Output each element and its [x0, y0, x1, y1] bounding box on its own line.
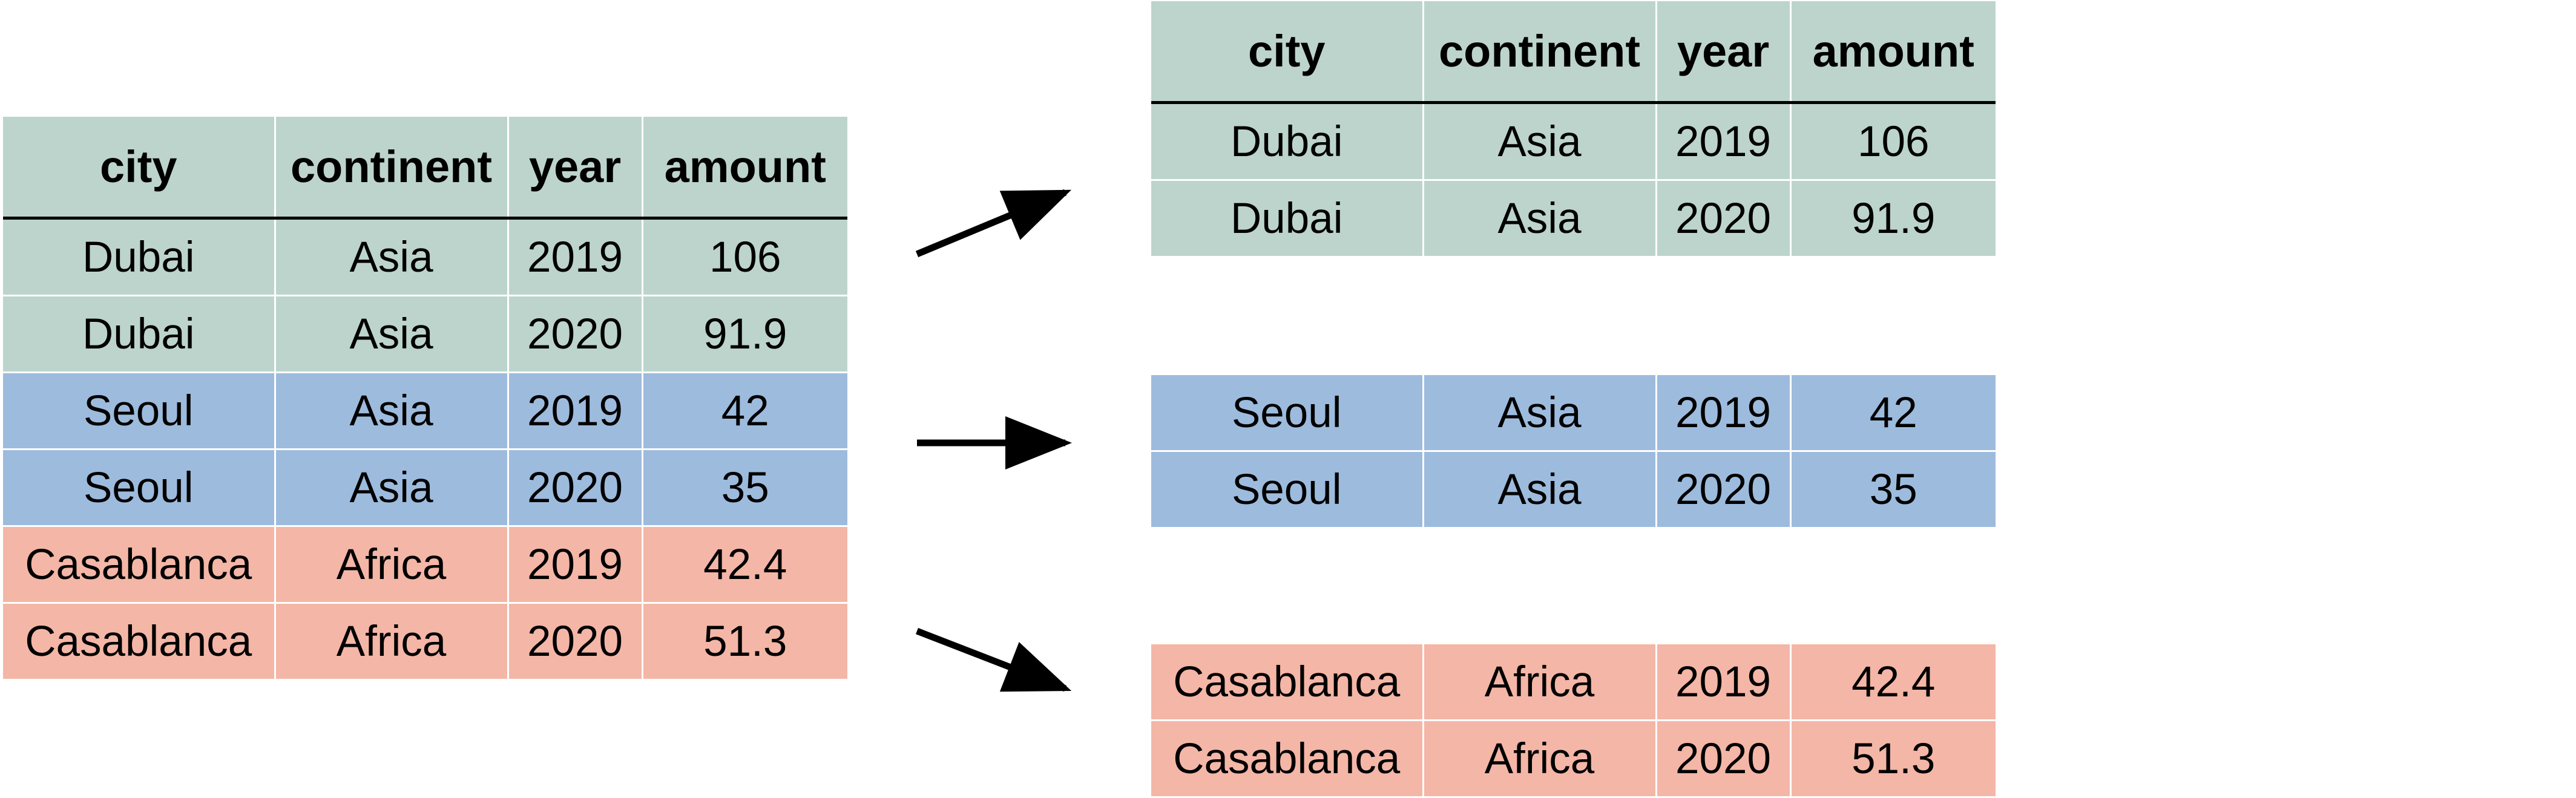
cell-year: 2019 [508, 526, 643, 604]
header-continent: continent [275, 117, 509, 220]
arrow-to-group-3 [916, 627, 1072, 692]
cell-city: Casablanca [1151, 720, 1424, 798]
table-row: Seoul Asia 2019 42 [1151, 375, 1996, 452]
cell-city: Casablanca [1151, 644, 1424, 721]
cell-year: 2020 [508, 603, 643, 681]
cell-year: 2019 [1656, 102, 1792, 181]
header-year: year [508, 117, 643, 220]
cell-continent: Asia [275, 372, 509, 450]
source-table: city continent year amount Dubai Asia 20… [3, 117, 847, 681]
cell-amount: 51.3 [642, 603, 847, 681]
cell-year: 2019 [1656, 375, 1792, 452]
cell-amount: 42.4 [1790, 644, 1996, 721]
cell-city: Dubai [3, 218, 276, 296]
cell-city: Seoul [1151, 451, 1424, 529]
header-year: year [1656, 1, 1792, 104]
table-row: Casablanca Africa 2020 51.3 [1151, 720, 1996, 798]
group-header-row: city continent year amount [1151, 1, 1996, 104]
cell-city: Dubai [1151, 180, 1424, 258]
source-header-row: city continent year amount [3, 117, 847, 220]
cell-year: 2020 [1656, 451, 1792, 529]
cell-city: Dubai [3, 295, 276, 373]
cell-city: Casablanca [3, 526, 276, 604]
table-row: Seoul Asia 2020 35 [3, 449, 847, 527]
cell-continent: Africa [1423, 720, 1657, 798]
table-row: Seoul Asia 2019 42 [3, 372, 847, 450]
cell-amount: 91.9 [1790, 180, 1996, 258]
cell-continent: Africa [275, 603, 509, 681]
cell-continent: Asia [1423, 180, 1657, 258]
cell-continent: Asia [275, 295, 509, 373]
cell-city: Seoul [3, 449, 276, 527]
cell-year: 2020 [1656, 720, 1792, 798]
cell-amount: 35 [1790, 451, 1996, 529]
cell-continent: Asia [1423, 375, 1657, 452]
table-row: Casablanca Africa 2019 42.4 [1151, 644, 1996, 721]
group-table-dubai: city continent year amount Dubai Asia 20… [1151, 1, 1996, 258]
cell-year: 2020 [508, 295, 643, 373]
cell-amount: 35 [642, 449, 847, 527]
table-row: Casablanca Africa 2020 51.3 [3, 603, 847, 681]
cell-amount: 106 [642, 218, 847, 296]
cell-continent: Africa [275, 526, 509, 604]
header-amount: amount [1790, 1, 1996, 104]
table-row: Dubai Asia 2020 91.9 [3, 295, 847, 373]
cell-amount: 42 [642, 372, 847, 450]
cell-year: 2019 [508, 372, 643, 450]
cell-year: 2020 [1656, 180, 1792, 258]
header-city: city [1151, 1, 1424, 104]
cell-city: Dubai [1151, 102, 1424, 181]
cell-amount: 42.4 [642, 526, 847, 604]
cell-amount: 106 [1790, 102, 1996, 181]
cell-amount: 42 [1790, 375, 1996, 452]
header-continent: continent [1423, 1, 1657, 104]
cell-city: Seoul [1151, 375, 1424, 452]
cell-year: 2019 [1656, 644, 1792, 721]
cell-amount: 91.9 [642, 295, 847, 373]
table-row: Dubai Asia 2020 91.9 [1151, 180, 1996, 258]
cell-continent: Africa [1423, 644, 1657, 721]
cell-year: 2020 [508, 449, 643, 527]
table-row: Dubai Asia 2019 106 [3, 218, 847, 296]
cell-continent: Asia [275, 218, 509, 296]
cell-city: Casablanca [3, 603, 276, 681]
cell-continent: Asia [275, 449, 509, 527]
cell-city: Seoul [3, 372, 276, 450]
table-row: Seoul Asia 2020 35 [1151, 451, 1996, 529]
cell-continent: Asia [1423, 102, 1657, 181]
cell-year: 2019 [508, 218, 643, 296]
group-table-seoul: Seoul Asia 2019 42 Seoul Asia 2020 35 [1151, 375, 1996, 529]
header-city: city [3, 117, 276, 220]
group-table-casablanca: Casablanca Africa 2019 42.4 Casablanca A… [1151, 644, 1996, 798]
arrow-to-group-1 [915, 189, 1072, 258]
cell-continent: Asia [1423, 451, 1657, 529]
table-row: Casablanca Africa 2019 42.4 [3, 526, 847, 604]
header-amount: amount [642, 117, 847, 220]
table-row: Dubai Asia 2019 106 [1151, 102, 1996, 181]
cell-amount: 51.3 [1790, 720, 1996, 798]
